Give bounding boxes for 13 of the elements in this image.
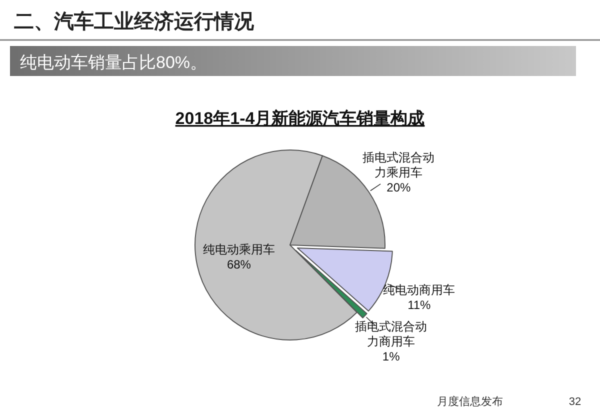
text: 月度信息发布 <box>437 395 503 408</box>
chart-subtitle: 纯电动车销量占比80%。 <box>20 53 208 72</box>
slice-label: 插电式混合动力商用车 <box>355 320 428 349</box>
data-label: 11% <box>408 298 432 312</box>
slice-label: 插电式混合动力乘用车 <box>362 150 435 180</box>
text: 32 <box>568 396 582 408</box>
data-label: 1% <box>382 350 400 364</box>
data-label: 68% <box>226 258 252 272</box>
slice-label: 纯电动商用车 <box>383 283 456 298</box>
data-label: 20% <box>386 180 412 195</box>
text: 二、汽车工业经济运行情况 <box>14 10 255 33</box>
chart-title: 2018年1-4月新能源汽车销量构成 <box>175 109 425 128</box>
slice-label: 纯电动乘用车 <box>202 242 275 257</box>
